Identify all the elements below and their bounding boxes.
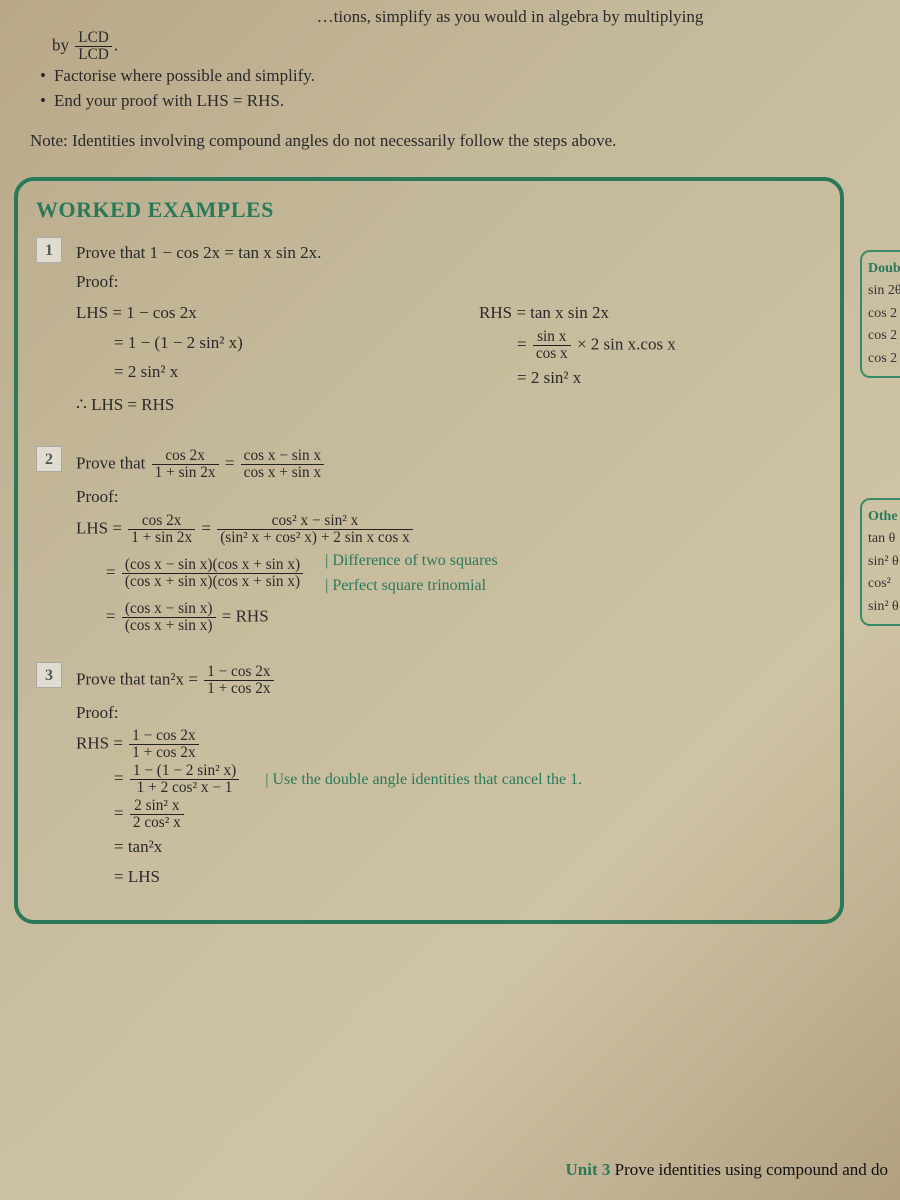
worked-examples-title: WORKED EXAMPLES: [36, 197, 822, 223]
margin-box-other: Othe tan θ sin² θ cos² sin² θ: [860, 498, 900, 626]
example-3: 3 Prove that tan²x = 1 − cos 2x1 + cos 2…: [36, 662, 822, 892]
example-2: 2 Prove that cos 2x1 + sin 2x = cos x − …: [36, 446, 822, 636]
unit-label: Unit 3: [565, 1160, 610, 1179]
example-2-number: 2: [36, 446, 62, 472]
worked-examples-box: WORKED EXAMPLES 1 Prove that 1 − cos 2x …: [14, 177, 844, 924]
ex2-prompt: Prove that cos 2x1 + sin 2x = cos x − si…: [76, 448, 822, 481]
example-1-number: 1: [36, 237, 62, 263]
page-footer: Unit 3 Prove identities using compound a…: [565, 1160, 888, 1180]
annotation: Difference of two squares: [325, 548, 498, 574]
proof-label: Proof:: [76, 268, 822, 295]
lcd-fraction: LCD LCD: [73, 30, 114, 63]
example-3-number: 3: [36, 662, 62, 688]
example-1: 1 Prove that 1 − cos 2x = tan x sin 2x. …: [36, 237, 822, 420]
bullet-end-proof: End your proof with LHS = RHS.: [40, 88, 870, 114]
margin-box-double: Doub sin 2θ cos 2 cos 2 cos 2: [860, 250, 900, 378]
ex1-lhs-col: LHS = 1 − cos 2x = 1 − (1 − 2 sin² x) = …: [76, 297, 419, 420]
ex3-prompt: Prove that tan²x = 1 − cos 2x1 + cos 2x: [76, 664, 822, 697]
partial-top-line: …tions, simplify as you would in algebra…: [30, 4, 870, 30]
proof-label: Proof:: [76, 699, 822, 726]
ex1-rhs-col: RHS = tan x sin 2x = sin x cos x × 2 sin…: [479, 297, 822, 420]
by-line: by LCD LCD .: [52, 30, 870, 63]
note-line: Note: Identities involving compound angl…: [30, 128, 870, 154]
annotation: Use the double angle identities that can…: [265, 767, 582, 793]
proof-label: Proof:: [76, 483, 822, 510]
ex1-prompt: Prove that 1 − cos 2x = tan x sin 2x.: [76, 239, 822, 266]
margin-boxes: Doub sin 2θ cos 2 cos 2 cos 2 Othe tan θ…: [860, 250, 900, 626]
unit-title: Prove identities using compound and do: [615, 1160, 888, 1179]
bullet-factorise: Factorise where possible and simplify.: [40, 63, 870, 89]
annotation: Perfect square trinomial: [325, 573, 498, 599]
page-intro: …tions, simplify as you would in algebra…: [0, 0, 900, 163]
